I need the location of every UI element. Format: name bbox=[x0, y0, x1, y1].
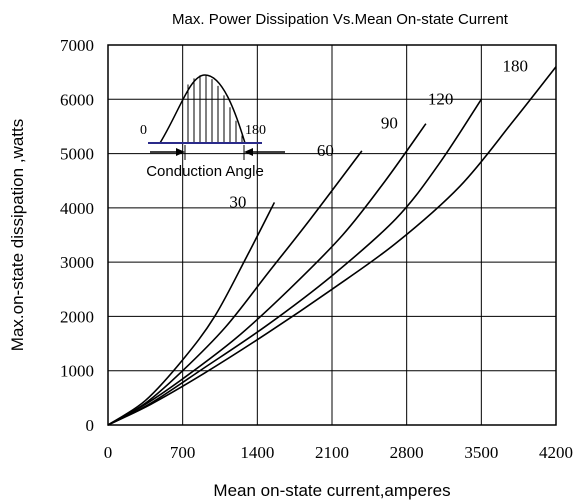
right-arrow-head bbox=[244, 148, 253, 156]
x-tick-label: 1400 bbox=[240, 443, 274, 462]
series-line-60 bbox=[107, 150, 363, 426]
inset-caption: Conduction Angle bbox=[146, 163, 264, 180]
x-axis-label: Mean on-state current,amperes bbox=[213, 481, 450, 500]
y-tick-label: 0 bbox=[86, 416, 95, 435]
left-arrow-head bbox=[176, 148, 185, 156]
x-tick-label: 700 bbox=[170, 443, 196, 462]
y-axis-label: Max.on-state dissipation ,watts bbox=[8, 119, 27, 351]
series-line-180 bbox=[107, 66, 557, 426]
x-tick-label: 2100 bbox=[315, 443, 349, 462]
inset-right-label: 180 bbox=[245, 123, 266, 138]
series-label-30: 30 bbox=[229, 192, 246, 211]
y-tick-label: 5000 bbox=[60, 145, 94, 164]
series-label-90: 90 bbox=[381, 114, 398, 133]
x-tick-label: 4200 bbox=[539, 443, 573, 462]
y-tick-label: 4000 bbox=[60, 199, 94, 218]
y-tick-label: 1000 bbox=[60, 362, 94, 381]
plot-frame bbox=[107, 44, 557, 426]
tick-labels: 0 700 1400 2100 2800 3500 4200 0 1000 2000 3000 400… bbox=[60, 36, 573, 462]
conduction-hatch bbox=[187, 75, 243, 143]
inset-left-label: 0 bbox=[140, 123, 147, 138]
series-label-60: 60 bbox=[317, 141, 334, 160]
series-label-120: 120 bbox=[428, 89, 454, 108]
series-labels: 30 60 90 120 180 bbox=[229, 57, 528, 212]
x-tick-label: 0 bbox=[104, 443, 113, 462]
half-sine-wave bbox=[159, 74, 246, 144]
y-tick-label: 2000 bbox=[60, 307, 94, 326]
y-tick-label: 7000 bbox=[60, 36, 94, 55]
series-label-180: 180 bbox=[503, 57, 529, 76]
conduction-angle-diagram: 0 180 Conduction Angle bbox=[140, 74, 285, 180]
series-line-90 bbox=[107, 123, 427, 426]
series-line-30 bbox=[107, 202, 276, 426]
y-tick-label: 3000 bbox=[60, 253, 94, 272]
x-tick-label: 3500 bbox=[464, 443, 498, 462]
chart-title: Max. Power Dissipation Vs.Mean On-state … bbox=[172, 11, 509, 28]
series-line-120 bbox=[107, 98, 483, 426]
x-tick-label: 2800 bbox=[390, 443, 424, 462]
curves bbox=[107, 66, 557, 426]
y-tick-label: 6000 bbox=[60, 90, 94, 109]
